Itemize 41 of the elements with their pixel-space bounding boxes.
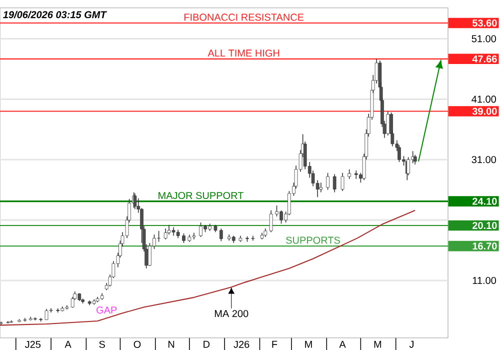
x-tick-label: O [134,340,141,348]
candlestick [319,182,323,193]
candlestick [251,235,255,242]
y-tick-label: 51.00 [472,35,496,42]
annotation: GAP [96,306,117,314]
x-tick-label: N [168,340,174,348]
line-series [0,210,416,326]
ref-line-label: 39.00 [472,108,497,115]
ref-line-label: 53.60 [472,19,497,27]
candlestick [164,228,168,240]
candlestick [348,168,351,180]
annotation: SUPPORTS [286,236,340,244]
candlestick [220,228,223,242]
annotation: ALL TIME HIGH [208,50,280,57]
y-tick-label: 31.00 [472,156,496,164]
chart-title: 19/06/2026 03:15 GMT [3,10,108,18]
ref-line-label: 16.70 [472,242,497,250]
candlestick [332,174,336,193]
candlestick [269,210,273,233]
ref-line-label: 24.10 [472,198,497,205]
x-tick-label: J26 [234,340,250,348]
annotation: MAJOR SUPPORT [158,192,244,200]
series-label: MA 200 [214,310,248,318]
candlestick [413,154,417,165]
candlestick [182,232,186,244]
x-tick-label: A [64,340,72,348]
ref-line-label: 20.10 [472,222,497,230]
x-tick-label: D [204,340,210,348]
x-tick-label: A [339,340,346,348]
x-tick-label: M [374,340,382,348]
candlestick [326,172,330,190]
x-tick-label: J [409,340,414,348]
x-tick-label: S [99,340,105,348]
x-tick-label: M [305,340,312,348]
annotation: FIBONACCI RESISTANCE [184,14,304,21]
y-tick-label: 41.00 [472,96,496,103]
x-tick-label: F [272,340,278,348]
y-tick-label: 11.00 [472,276,496,284]
candlestick [340,172,344,192]
x-tick-label: J25 [24,340,41,348]
ref-line-label: 47.66 [472,55,497,62]
